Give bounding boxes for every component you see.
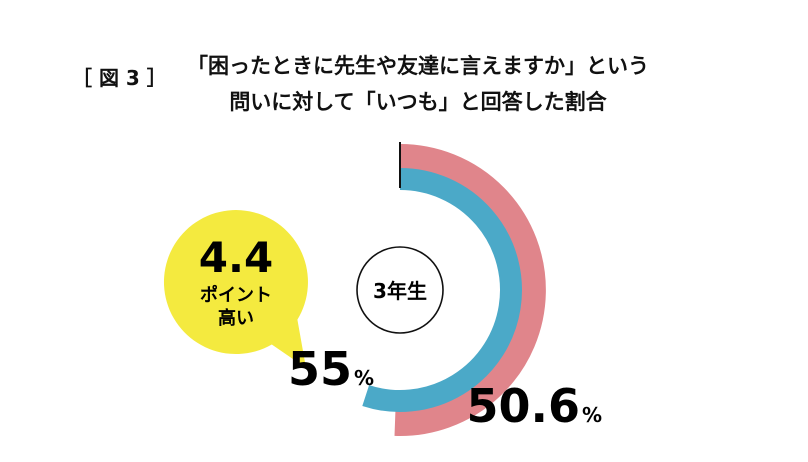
figure-label: ［ 図 3 ］ [72,66,167,90]
callout-bubble: 4.4 ポイント 高い [163,210,308,368]
chart-title: 「困ったときに先生や友達に言えますか」という 問いに対して「いつも」と回答した割… [168,48,668,120]
value-label-inner: 55 [288,342,352,396]
arc-series-inner [362,168,522,412]
center-label: 3年生 [373,279,427,303]
arc-series-outer [394,144,546,436]
callout-shape [163,210,308,368]
callout-value: 4.4 [199,233,273,282]
unit-label-outer: % [582,403,602,427]
title-line-2: 問いに対して「いつも」と回答した割合 [229,90,607,114]
center-circle [356,246,444,334]
callout-line2: 高い [218,307,254,329]
title-line-1: 「困ったときに先生や友達に言えますか」という [187,54,649,78]
unit-label-inner: % [354,366,374,390]
callout-line1: ポイント [200,284,272,306]
value-label-outer: 50.6 [467,379,581,433]
